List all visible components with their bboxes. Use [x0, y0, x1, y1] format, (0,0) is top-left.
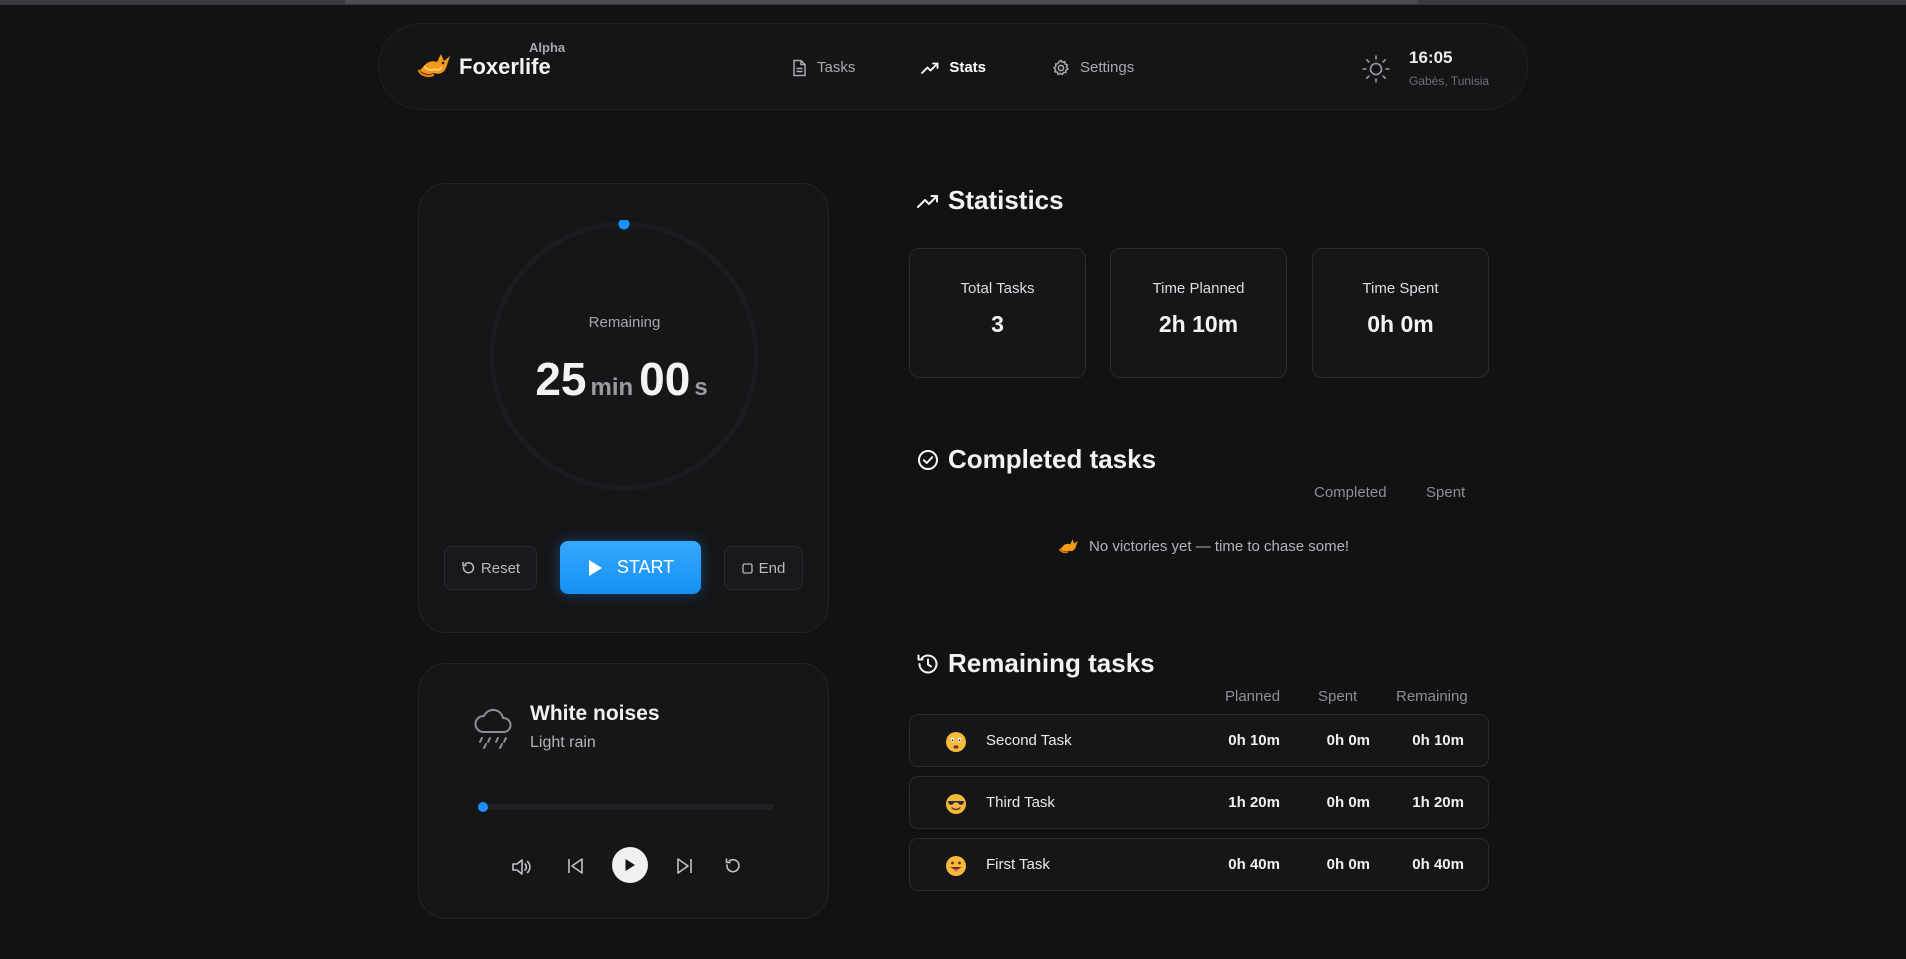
- timer-seconds: 00: [639, 353, 691, 405]
- stat-card-total-tasks: Total Tasks 3: [909, 248, 1086, 378]
- task-planned: 0h 10m: [1228, 732, 1280, 749]
- task-spent: 0h 0m: [1326, 794, 1370, 811]
- document-icon: [793, 59, 806, 76]
- play-icon: [588, 559, 602, 576]
- window-top-bar: [0, 0, 1906, 5]
- top-header: Foxerlife Alpha Tasks Stats Settings 16:…: [378, 23, 1528, 110]
- window-top-bar-highlight: [345, 0, 1418, 4]
- timer-card: Remaining 25 min 00 s Reset START End: [418, 183, 829, 633]
- stat-value: 0h 0m: [1367, 311, 1434, 337]
- alpha-badge: Alpha: [529, 40, 566, 55]
- worried-face-icon: [946, 732, 966, 752]
- sunglasses-face-icon: [946, 794, 966, 814]
- sun-icon[interactable]: [1361, 54, 1391, 84]
- statistics-heading: Statistics: [917, 185, 1064, 216]
- check-circle-icon: [918, 449, 938, 470]
- trend-up-icon: [917, 194, 938, 208]
- empty-message-text: No victories yet — time to chase some!: [1089, 537, 1350, 555]
- statistics-title: Statistics: [948, 185, 1064, 215]
- task-spent: 0h 0m: [1326, 732, 1370, 749]
- remaining-tasks-title: Remaining tasks: [948, 648, 1155, 678]
- fox-icon: [1058, 539, 1078, 554]
- nav-tasks-label: Tasks: [817, 59, 856, 76]
- skip-forward-icon[interactable]: [675, 856, 695, 876]
- history-icon: [917, 654, 938, 673]
- task-row[interactable]: Second Task 0h 10m 0h 0m 0h 10m: [909, 714, 1489, 767]
- task-name: Third Task: [986, 794, 1055, 811]
- column-spent: Spent: [1318, 688, 1358, 705]
- column-spent: Spent: [1426, 484, 1466, 501]
- stat-label: Total Tasks: [960, 280, 1035, 297]
- noise-play-button[interactable]: [612, 847, 648, 883]
- noise-progress-track[interactable]: [478, 802, 774, 812]
- task-name: First Task: [986, 856, 1050, 873]
- task-spent: 0h 0m: [1326, 856, 1370, 873]
- task-row[interactable]: First Task 0h 40m 0h 0m 0h 40m: [909, 838, 1489, 891]
- noise-title: White noises: [530, 702, 660, 725]
- nav-stats-label: Stats: [949, 59, 987, 76]
- end-button[interactable]: End: [724, 546, 803, 590]
- stat-card-time-planned: Time Planned 2h 10m: [1110, 248, 1287, 378]
- noise-progress-knob[interactable]: [478, 802, 488, 812]
- nav-stats[interactable]: Stats: [921, 59, 986, 76]
- timer-minutes: 25: [535, 353, 587, 405]
- end-label: End: [758, 559, 786, 577]
- gear-icon: [1052, 59, 1070, 76]
- stat-value: 2h 10m: [1158, 311, 1239, 337]
- play-icon: [625, 859, 635, 871]
- task-remaining: 0h 40m: [1412, 856, 1464, 873]
- nav-settings-label: Settings: [1080, 59, 1135, 76]
- start-button[interactable]: START: [560, 541, 701, 594]
- nav-tasks[interactable]: Tasks: [791, 59, 855, 77]
- timer-seconds-unit: s: [694, 374, 708, 401]
- task-row[interactable]: Third Task 1h 20m 0h 0m 1h 20m: [909, 776, 1489, 829]
- tongue-face-icon: [946, 856, 966, 876]
- task-planned: 1h 20m: [1228, 794, 1280, 811]
- stat-card-time-spent: Time Spent 0h 0m: [1312, 248, 1489, 378]
- clock-location: Gabès, Tunisia: [1409, 74, 1490, 88]
- timer-progress-knob[interactable]: [618, 220, 630, 230]
- reset-button[interactable]: Reset: [444, 546, 537, 590]
- column-planned: Planned: [1225, 688, 1281, 705]
- timer-ring: [489, 220, 759, 491]
- stop-icon: [741, 562, 753, 574]
- task-planned: 0h 40m: [1228, 856, 1280, 873]
- rain-cloud-icon: [474, 708, 512, 749]
- timer-minutes-unit: min: [590, 374, 634, 401]
- completed-tasks-title: Completed tasks: [948, 444, 1157, 474]
- timer-display: 25 min 00 s: [419, 352, 830, 406]
- task-remaining: 0h 10m: [1412, 732, 1464, 749]
- task-name: Second Task: [986, 732, 1072, 749]
- main-nav: Tasks Stats Settings: [791, 24, 1134, 111]
- stat-label: Time Spent: [1362, 280, 1439, 297]
- app-logo[interactable]: Foxerlife: [417, 48, 551, 82]
- completed-tasks-heading: Completed tasks: [917, 444, 1156, 475]
- task-remaining: 1h 20m: [1412, 794, 1464, 811]
- noise-track-name: Light rain: [530, 734, 596, 751]
- white-noise-card: White noises Light rain: [418, 663, 829, 919]
- nav-settings[interactable]: Settings: [1052, 59, 1134, 77]
- trend-up-icon: [921, 62, 939, 74]
- fox-logo-icon: [417, 54, 450, 78]
- app-name: Foxerlife: [459, 54, 551, 79]
- skip-back-icon[interactable]: [565, 856, 585, 876]
- empty-completed-message: No victories yet — time to chase some!: [1058, 536, 1349, 556]
- volume-icon[interactable]: [511, 857, 533, 877]
- start-label: START: [616, 557, 675, 577]
- timer-remaining-label: Remaining: [588, 314, 661, 331]
- column-completed: Completed: [1314, 484, 1387, 501]
- clock-time: 16:05: [1409, 48, 1453, 67]
- reset-icon: [462, 561, 475, 574]
- reset-label: Reset: [480, 559, 521, 577]
- repeat-icon[interactable]: [724, 857, 742, 875]
- column-remaining: Remaining: [1396, 688, 1468, 705]
- stat-label: Time Planned: [1152, 280, 1245, 297]
- stat-value: 3: [991, 311, 1004, 337]
- remaining-tasks-heading: Remaining tasks: [916, 648, 1155, 679]
